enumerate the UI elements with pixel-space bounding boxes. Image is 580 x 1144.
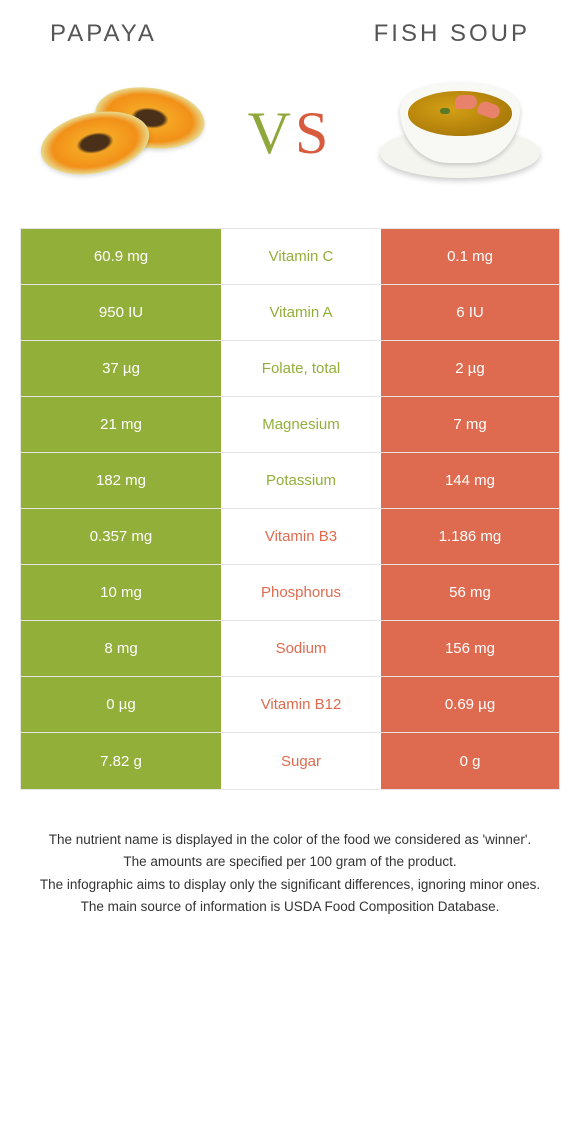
left-value-cell: 10 mg <box>21 565 221 620</box>
right-value-cell: 0.69 µg <box>381 677 559 732</box>
nutrient-label-cell: Sodium <box>221 621 381 676</box>
table-row: 37 µgFolate, total2 µg <box>21 341 559 397</box>
nutrient-table: 60.9 mgVitamin C0.1 mg950 IUVitamin A6 I… <box>20 228 560 790</box>
footnote-line: The amounts are specified per 100 gram o… <box>30 852 550 872</box>
left-value-cell: 60.9 mg <box>21 229 221 284</box>
vs-v-letter: V <box>248 100 295 166</box>
nutrient-label-cell: Potassium <box>221 453 381 508</box>
footnote-line: The infographic aims to display only the… <box>30 875 550 895</box>
table-row: 0.357 mgVitamin B31.186 mg <box>21 509 559 565</box>
right-value-cell: 0.1 mg <box>381 229 559 284</box>
papaya-image <box>30 68 210 198</box>
left-value-cell: 0 µg <box>21 677 221 732</box>
table-row: 21 mgMagnesium7 mg <box>21 397 559 453</box>
left-value-cell: 182 mg <box>21 453 221 508</box>
table-row: 8 mgSodium156 mg <box>21 621 559 677</box>
table-row: 10 mgPhosphorus56 mg <box>21 565 559 621</box>
right-value-cell: 2 µg <box>381 341 559 396</box>
table-row: 7.82 gSugar0 g <box>21 733 559 789</box>
left-value-cell: 21 mg <box>21 397 221 452</box>
fish-soup-image <box>370 68 550 198</box>
left-food-title: PAPAYA <box>50 20 157 48</box>
right-food-title: FISH SOUP <box>374 20 530 48</box>
right-value-cell: 6 IU <box>381 285 559 340</box>
header-row: PAPAYA FISH SOUP <box>0 0 580 48</box>
nutrient-label-cell: Folate, total <box>221 341 381 396</box>
footnote-block: The nutrient name is displayed in the co… <box>30 830 550 917</box>
footnote-line: The main source of information is USDA F… <box>30 897 550 917</box>
left-value-cell: 8 mg <box>21 621 221 676</box>
vs-row: VS <box>0 48 580 228</box>
table-row: 0 µgVitamin B120.69 µg <box>21 677 559 733</box>
nutrient-label-cell: Vitamin B12 <box>221 677 381 732</box>
right-value-cell: 0 g <box>381 733 559 789</box>
footnote-line: The nutrient name is displayed in the co… <box>30 830 550 850</box>
vs-label: VS <box>248 99 333 168</box>
table-row: 60.9 mgVitamin C0.1 mg <box>21 229 559 285</box>
nutrient-label-cell: Vitamin A <box>221 285 381 340</box>
vs-s-letter: S <box>295 100 332 166</box>
right-value-cell: 156 mg <box>381 621 559 676</box>
nutrient-label-cell: Sugar <box>221 733 381 789</box>
right-value-cell: 7 mg <box>381 397 559 452</box>
left-value-cell: 0.357 mg <box>21 509 221 564</box>
right-value-cell: 1.186 mg <box>381 509 559 564</box>
left-value-cell: 37 µg <box>21 341 221 396</box>
left-value-cell: 950 IU <box>21 285 221 340</box>
nutrient-label-cell: Magnesium <box>221 397 381 452</box>
nutrient-label-cell: Phosphorus <box>221 565 381 620</box>
nutrient-label-cell: Vitamin B3 <box>221 509 381 564</box>
right-value-cell: 56 mg <box>381 565 559 620</box>
nutrient-label-cell: Vitamin C <box>221 229 381 284</box>
table-row: 182 mgPotassium144 mg <box>21 453 559 509</box>
left-value-cell: 7.82 g <box>21 733 221 789</box>
right-value-cell: 144 mg <box>381 453 559 508</box>
table-row: 950 IUVitamin A6 IU <box>21 285 559 341</box>
